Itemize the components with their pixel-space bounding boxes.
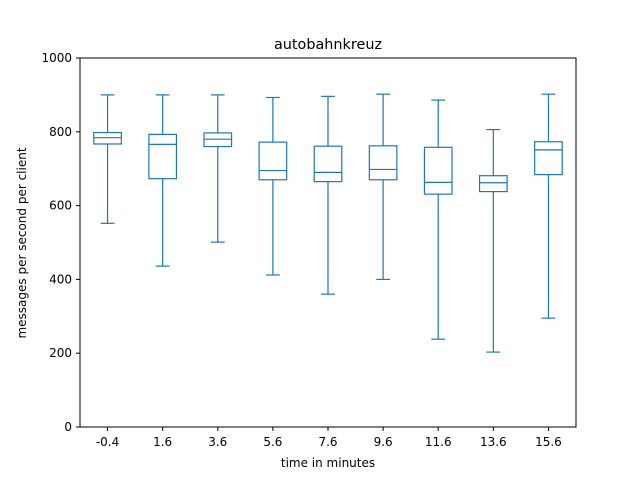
box-iqr (423, 146, 453, 195)
y-tick-label: 400 (49, 272, 72, 286)
chart-title: autobahnkreuz (274, 37, 382, 53)
box-iqr (478, 175, 508, 193)
x-tick-label: 13.6 (480, 435, 507, 449)
box-group-2 (203, 94, 233, 243)
x-tick-label: 11.6 (425, 435, 452, 449)
boxes-layer (93, 93, 563, 353)
box-group-6 (423, 99, 453, 340)
axes-layer: 0 200 400 600 800 1000 -0.4 1.6 3.6 5.6 7.6 9.6 11.6… (41, 51, 577, 449)
box-iqr (534, 141, 563, 176)
box-group-1 (148, 94, 178, 267)
box-iqr (313, 145, 343, 183)
x-tick-label: 9.6 (374, 435, 393, 449)
y-axis-label: messages per second per client (15, 147, 29, 338)
x-tick-label: -0.4 (96, 435, 119, 449)
y-tick-label: 200 (49, 346, 72, 360)
x-tick-label: 1.6 (153, 435, 172, 449)
y-tick-label: 600 (49, 199, 72, 213)
x-axis-label: time in minutes (281, 456, 375, 470)
box-group-3 (258, 96, 288, 276)
box-iqr (368, 145, 398, 181)
box-group-0 (93, 94, 122, 224)
y-tick-label: 800 (49, 125, 72, 139)
y-tick-label: 0 (64, 420, 72, 434)
x-tick-label: 5.6 (263, 435, 282, 449)
box-group-4 (313, 95, 343, 295)
y-tick-label: 1000 (41, 51, 72, 65)
x-tick-label: 3.6 (208, 435, 227, 449)
box-iqr (148, 133, 178, 180)
box-iqr (258, 141, 288, 181)
box-group-7 (478, 128, 508, 353)
box-group-5 (368, 93, 398, 280)
x-tick-label: 15.6 (535, 435, 562, 449)
box-group-8 (534, 93, 563, 319)
x-tick-label: 7.6 (318, 435, 337, 449)
